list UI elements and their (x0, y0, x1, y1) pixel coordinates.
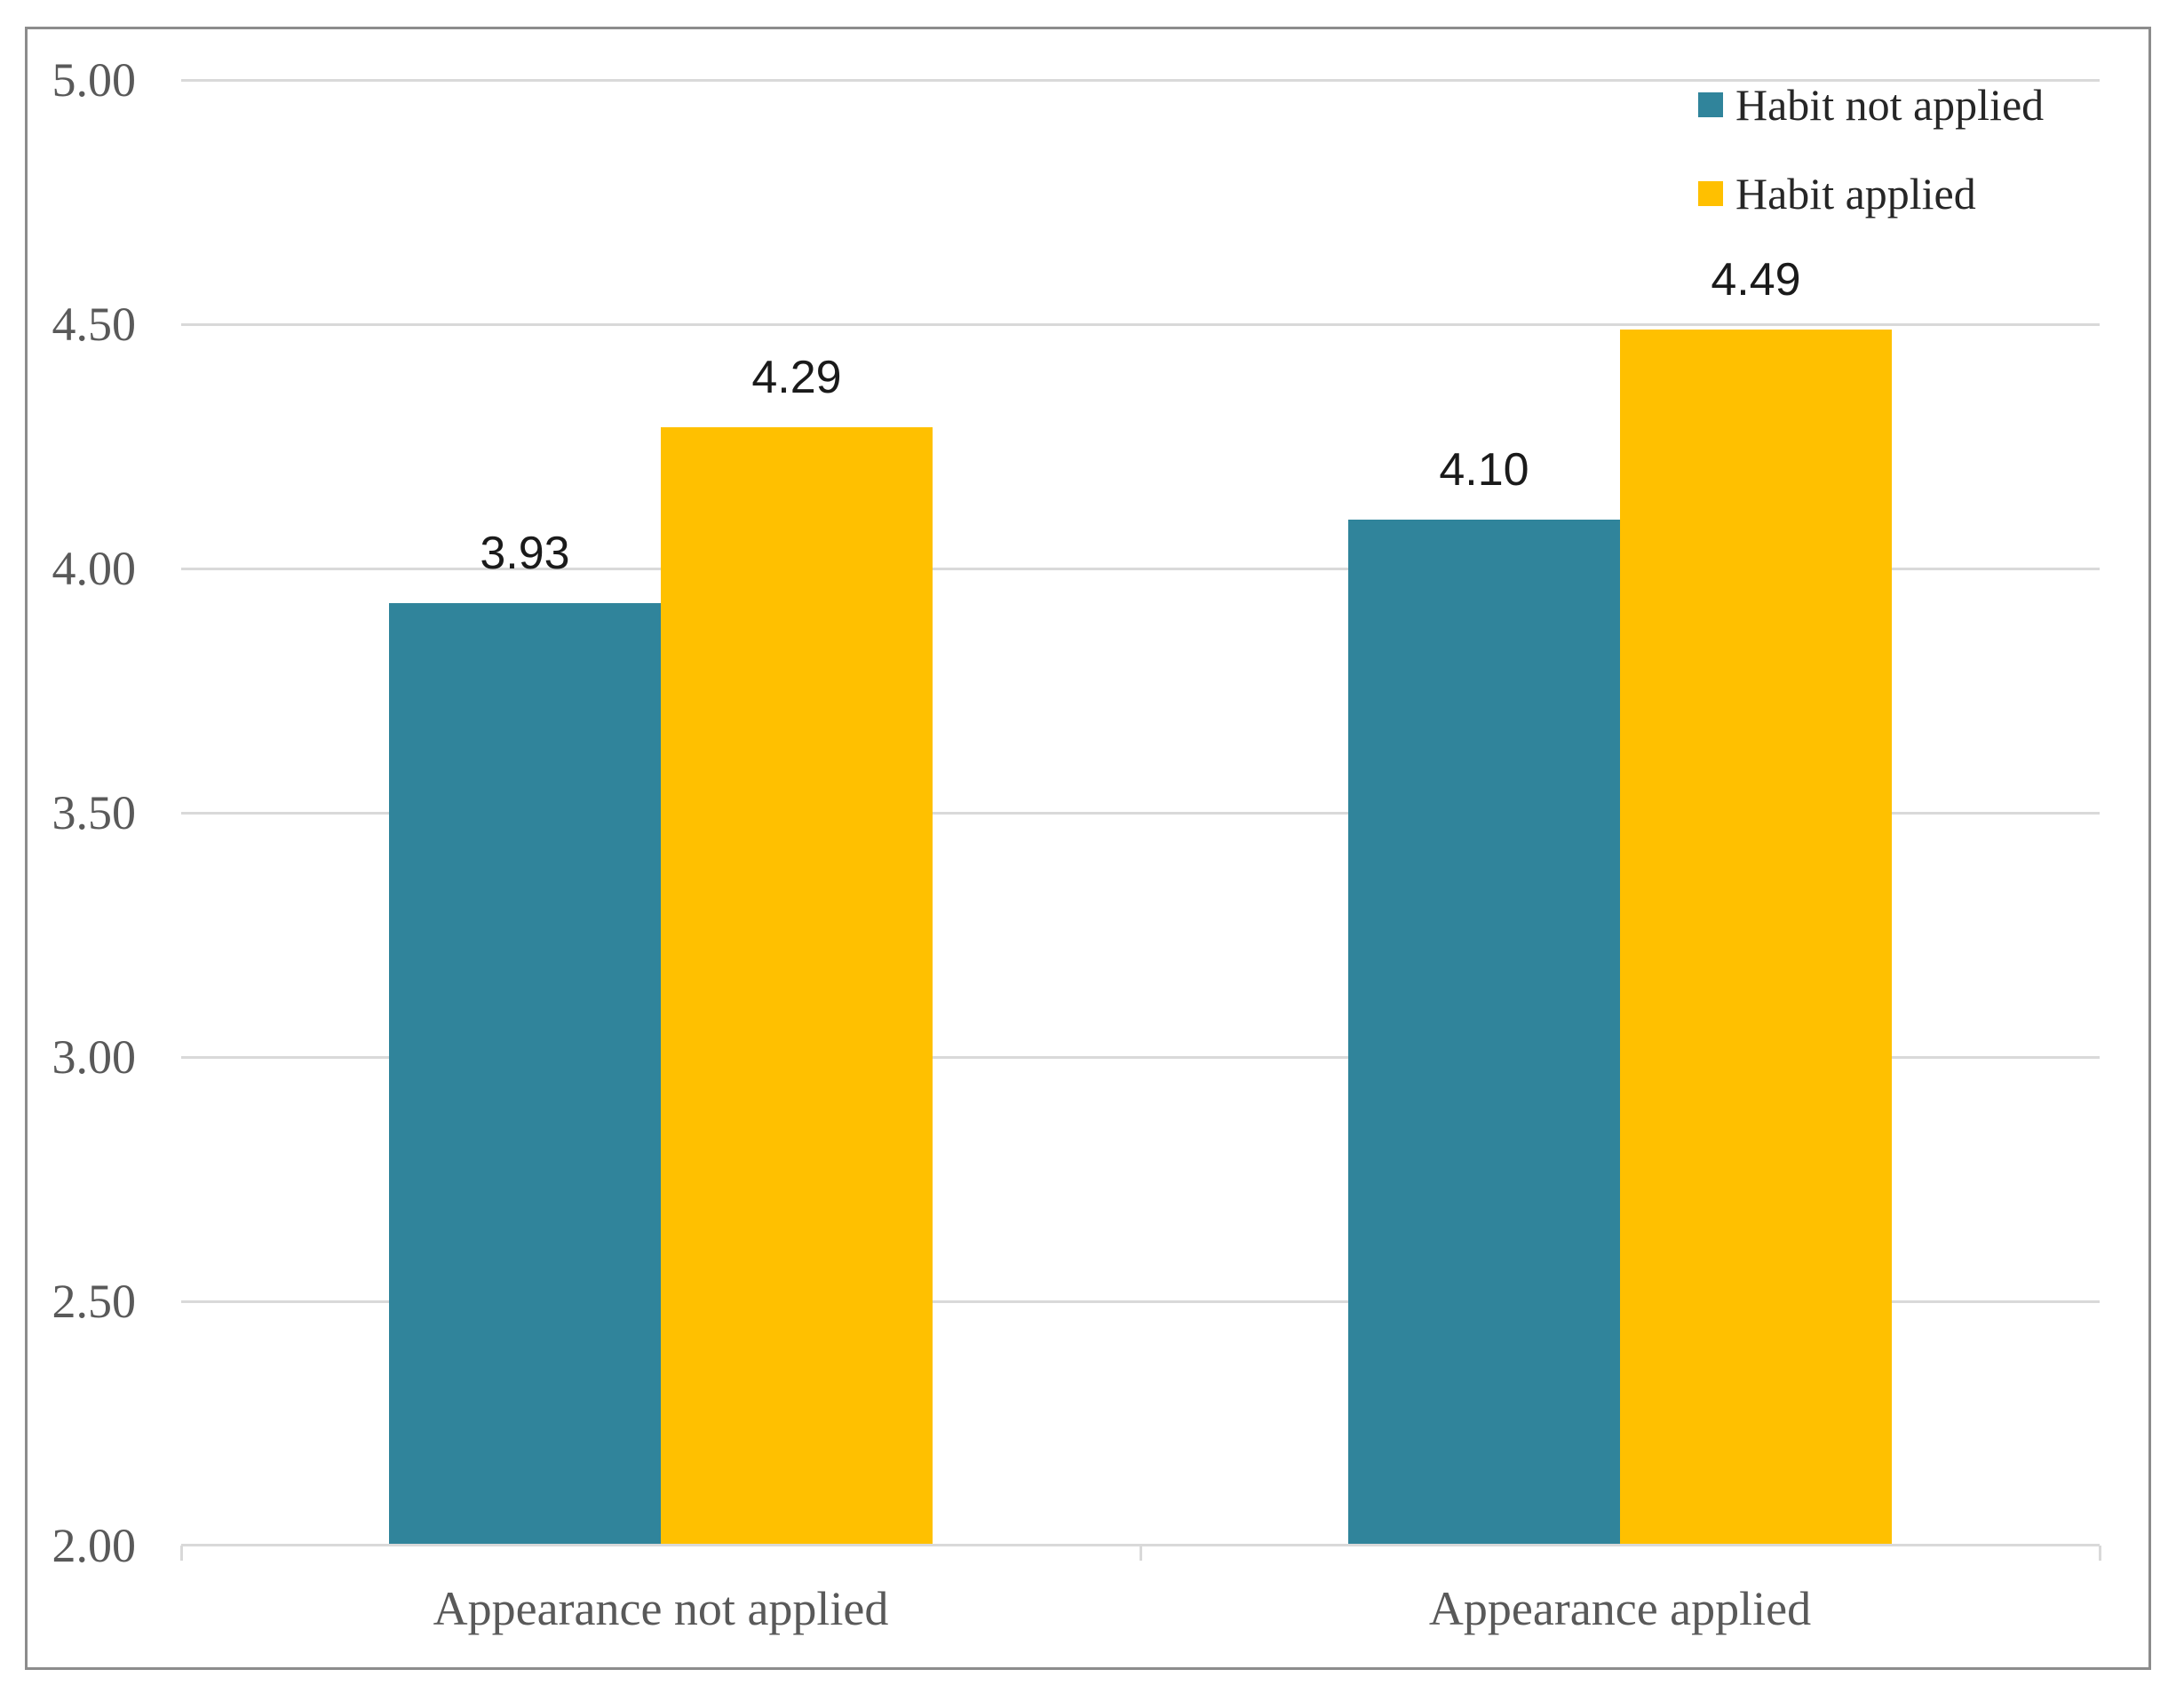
y-tick-label: 5.00 (52, 53, 137, 107)
legend-swatch-habit-not-applied (1698, 92, 1723, 117)
y-tick-label: 2.50 (52, 1275, 137, 1328)
y-tick-label: 4.00 (52, 542, 137, 595)
gridline (181, 322, 2100, 326)
gridline (181, 78, 2100, 82)
bar-habit-applied-appearance-applied (1620, 329, 1892, 1546)
category-label-appearance-not-applied: Appearance not applied (433, 1582, 889, 1635)
x-axis-tick (2098, 1546, 2101, 1561)
legend-swatch-habit-applied (1698, 181, 1723, 206)
bar-habit-applied-appearance-not-applied (661, 426, 933, 1546)
bar-data-label: 4.29 (751, 351, 842, 403)
x-axis-line (181, 1544, 2100, 1546)
x-axis-tick (1139, 1546, 1142, 1561)
y-axis-labels: 5.00 4.50 4.00 3.50 3.00 2.50 2.00 (0, 0, 137, 1701)
y-tick-label: 2.00 (52, 1519, 137, 1572)
gridline (181, 1055, 2100, 1059)
gridline (181, 567, 2100, 570)
category-label-appearance-applied: Appearance applied (1428, 1582, 1812, 1635)
y-tick-label: 3.50 (52, 786, 137, 839)
y-tick-label: 3.00 (52, 1030, 137, 1084)
plot-area: 3.93 4.10 4.29 4.49 (181, 78, 2100, 1546)
bar-data-label: 3.93 (480, 527, 570, 579)
bar-data-label: 4.10 (1439, 444, 1529, 496)
bar-data-label: 4.49 (1711, 253, 1801, 306)
legend-item-habit-applied: Habit applied (1698, 171, 1976, 216)
gridline (181, 1300, 2100, 1303)
y-tick-label: 4.50 (52, 298, 137, 351)
legend-item-habit-not-applied: Habit not applied (1698, 83, 2044, 127)
bar-habit-not-applied-appearance-not-applied (389, 602, 661, 1546)
legend-label: Habit applied (1735, 169, 1976, 219)
legend-label: Habit not applied (1735, 80, 2045, 130)
bar-habit-not-applied-appearance-applied (1348, 520, 1620, 1546)
gridline (181, 811, 2100, 815)
x-axis-tick (179, 1546, 183, 1561)
